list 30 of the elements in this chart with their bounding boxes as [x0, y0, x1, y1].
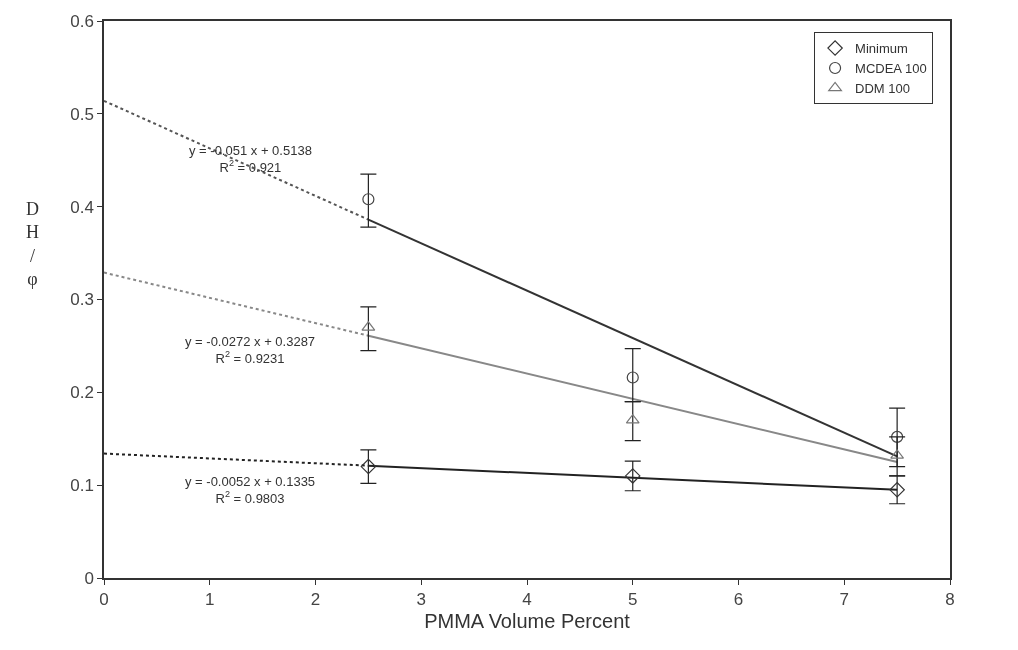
annotation: y = -0.0052 x + 0.1335 R$^{2}$ = 0.9803: [185, 474, 316, 506]
legend-label: DDM 100: [855, 80, 910, 96]
legend-label: MCDEA 100: [855, 61, 927, 77]
point: [360, 458, 377, 475]
y-tick-label: 0.1: [70, 476, 94, 496]
x-tick-label: 8: [945, 590, 955, 610]
point: [891, 430, 904, 443]
x-tick-label: 4: [522, 590, 532, 610]
x-tick-label: 0: [99, 590, 109, 610]
y-tick-label: 0.2: [70, 383, 94, 403]
x-tick-label: 6: [733, 590, 744, 610]
annotation: y = -0.051 x + 0.5138 R$^{2}$ = 0.921: [189, 143, 312, 175]
y-tick-label: 0: [84, 568, 94, 588]
x-tick-label: 5: [628, 590, 638, 610]
legend-label: Minimum: [855, 41, 908, 57]
x-tick-label: 1: [205, 590, 215, 610]
x-tick-label: 3: [416, 590, 426, 610]
point: [362, 193, 375, 206]
y-axis-title: DH/φ: [26, 199, 39, 290]
annotation: y = -0.0272 x + 0.3287 R$^{2}$ = 0.9231: [185, 334, 316, 366]
point: [889, 482, 905, 498]
point: [626, 371, 639, 384]
x-tick-label: 7: [839, 590, 849, 610]
x-axis-title: PMMA Volume Percent: [424, 610, 631, 633]
y-tick-label: 0.3: [70, 290, 94, 310]
x-tick-label: 2: [310, 590, 321, 610]
y-tick-label: 0.6: [70, 11, 94, 31]
y-tick-label: 0.5: [70, 104, 94, 124]
y-tick-label: 0.4: [70, 197, 94, 217]
point: [625, 468, 641, 484]
